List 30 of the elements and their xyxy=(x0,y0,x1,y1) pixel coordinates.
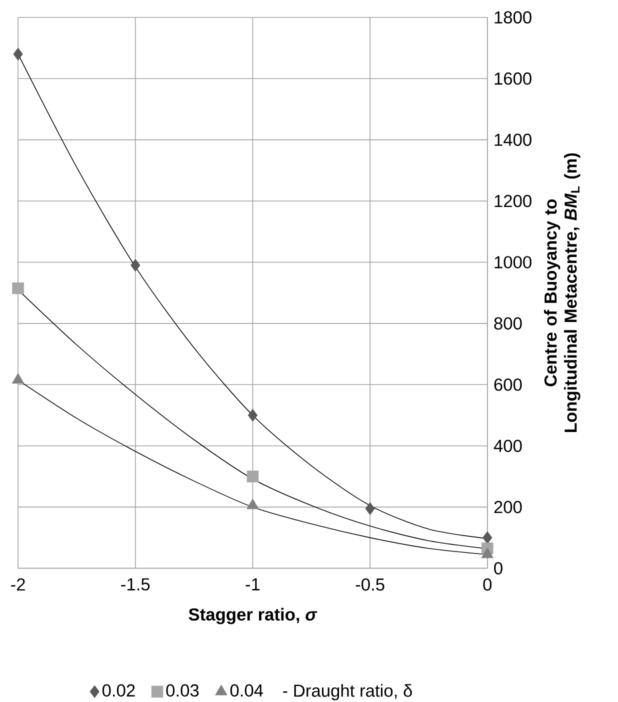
y-tick-label: 1400 xyxy=(494,134,532,146)
x-tick-label: -1.5 xyxy=(120,578,150,590)
y-tick-label: 1800 xyxy=(494,11,532,24)
y-tick-label: 600 xyxy=(494,378,522,391)
legend-title: - Draught ratio, δ xyxy=(282,684,412,700)
y-tick-label: 0 xyxy=(494,562,502,574)
y-tick-label: 1200 xyxy=(494,194,532,208)
legend-label: 0.03 xyxy=(166,684,198,697)
y-tick-label: 1600 xyxy=(494,72,532,85)
point xyxy=(130,259,140,272)
legend-label: 0.02 xyxy=(102,684,135,697)
point xyxy=(246,498,259,510)
point xyxy=(246,470,258,482)
point xyxy=(482,531,492,544)
y-tick-label: 800 xyxy=(494,317,522,330)
x-tick-label: 0 xyxy=(483,578,492,591)
legend-label: 0.04 xyxy=(230,684,263,697)
point xyxy=(12,373,24,384)
point xyxy=(12,282,24,294)
point xyxy=(248,408,258,422)
x-tick-label: -2 xyxy=(10,578,25,590)
point xyxy=(13,48,23,60)
x-tick-label: -1 xyxy=(246,578,260,590)
y-tick-label: 1000 xyxy=(494,256,532,268)
point xyxy=(365,502,375,515)
point xyxy=(481,548,494,558)
y-tick-label: 400 xyxy=(494,440,522,452)
x-axis-title: Stagger ratio, σ xyxy=(188,608,317,624)
x-tick-label: -0.5 xyxy=(356,578,384,591)
y-tick-label: 200 xyxy=(494,500,522,514)
